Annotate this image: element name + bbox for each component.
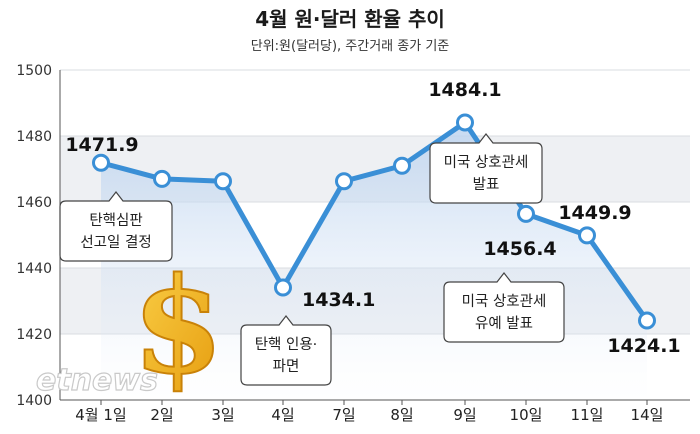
annotation-text: 탄핵심판: [89, 212, 142, 229]
annotation-text: 파면: [273, 358, 300, 375]
data-point: [335, 172, 353, 191]
annotation-text: 미국 상호관세: [444, 154, 529, 171]
data-label: 1449.9: [558, 202, 631, 224]
data-label: 1484.1: [428, 79, 501, 101]
data-point: [153, 169, 171, 188]
y-tick-label: 1460: [16, 195, 52, 211]
x-tick-label: 4일: [271, 406, 294, 424]
x-tick-label: 3일: [211, 406, 234, 424]
y-tick-label: 1440: [16, 261, 52, 277]
y-tick-label: 1400: [16, 393, 52, 409]
data-point: [456, 113, 474, 132]
series-line: [98, 119, 650, 323]
watermark-logo: etnews: [36, 363, 158, 398]
x-tick-label: 4월 1일: [75, 406, 126, 424]
chart-title: 4월 원·달러 환율 추이: [255, 7, 445, 31]
x-tick-label: 10일: [510, 406, 543, 424]
data-label: 1471.9: [65, 134, 138, 156]
annotation-text: 유예 발표: [475, 315, 533, 332]
chart-subtitle: 단위:원(달러당), 주간거래 종가 기준: [251, 39, 450, 54]
data-point: [92, 153, 110, 172]
annotation-text: 발표: [473, 176, 500, 193]
data-label: 1456.4: [483, 238, 556, 260]
data-label: 1434.1: [302, 289, 375, 311]
x-tick-label: 14일: [631, 406, 664, 424]
annotation-callout: 탄핵 인용· 파면: [240, 315, 332, 386]
data-point: [578, 226, 596, 245]
data-point: [517, 204, 535, 223]
data-point: [393, 156, 411, 175]
annotation-text: 선고일 결정: [80, 234, 151, 251]
svg-text:$: $: [132, 249, 224, 404]
annotation-text: 미국 상호관세: [462, 293, 547, 310]
dollar-sign-icon: $: [131, 248, 225, 405]
data-label: 1424.1: [607, 335, 680, 357]
x-tick-label: 7일: [332, 406, 355, 424]
data-point: [274, 278, 292, 297]
x-tick-label: 8일: [390, 406, 413, 424]
x-tick-label: 2일: [150, 406, 173, 424]
data-point: [214, 172, 232, 191]
y-tick-label: 1420: [16, 327, 52, 343]
data-point: [638, 311, 656, 330]
y-tick-label: 1480: [16, 129, 52, 145]
x-tick-label: 9일: [453, 406, 476, 424]
y-tick-label: 1500: [16, 63, 52, 79]
x-tick-label: 11일: [571, 406, 604, 424]
annotation-text: 탄핵 인용·: [255, 336, 318, 353]
